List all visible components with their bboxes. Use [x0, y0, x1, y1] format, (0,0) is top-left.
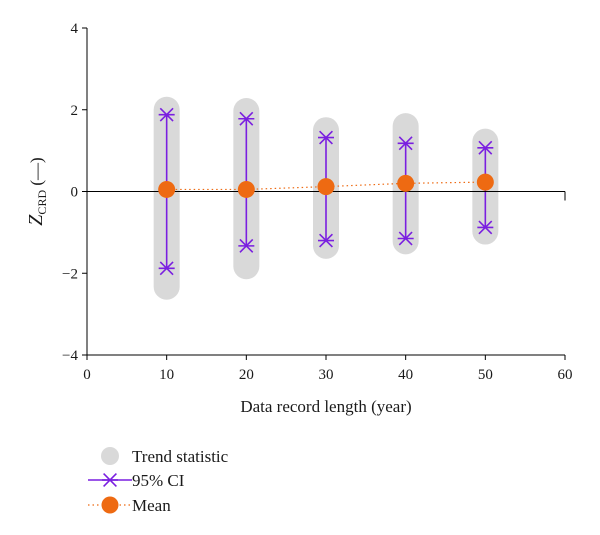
y-tick-label: −2	[62, 266, 78, 282]
x-tick-label: 0	[83, 367, 91, 383]
x-axis-title: Data record length (year)	[240, 397, 411, 416]
ci-lower-marker-40-d2	[398, 231, 413, 246]
x-tick-label: 10	[159, 367, 174, 383]
y-axis-title-main: Z	[25, 214, 47, 226]
legend-ci-marker	[102, 473, 118, 487]
y-axis-title-unit: (—)	[27, 157, 46, 190]
y-axis-title: ZCRD (—)	[25, 157, 49, 225]
mean-point-10	[158, 180, 176, 198]
plot-area	[153, 96, 499, 300]
ci-lower-marker-20-d2	[239, 238, 254, 253]
mean-line-layer	[166, 181, 486, 191]
ci-upper-marker-50-d2	[478, 140, 493, 155]
ci-upper-marker-20	[238, 111, 255, 126]
mean-point-30	[317, 178, 335, 196]
legend-trend-marker	[101, 447, 119, 465]
x-tick-label: 30	[319, 367, 334, 383]
ci-lower-marker-30-d2	[319, 233, 333, 248]
mean-point-40	[397, 174, 415, 192]
y-tick-label: 4	[71, 21, 79, 37]
ci-upper-marker-10-d2	[159, 107, 174, 122]
mean-point-50	[476, 173, 494, 191]
ci-lower-marker-10-d2	[159, 261, 174, 276]
legend-item-ci: 95% CI	[88, 471, 185, 490]
ci-lower-marker-10	[158, 261, 175, 276]
legend-label-mean: Mean	[132, 496, 171, 515]
x-tick-label: 20	[239, 367, 254, 383]
ci-upper-marker-10	[158, 107, 175, 122]
legend-item-trend-statistic: Trend statistic	[101, 447, 229, 466]
legend-item-mean: Mean	[88, 496, 171, 515]
legend-mean-marker	[101, 496, 119, 514]
ci-lower-marker-30	[318, 233, 334, 248]
y-tick-label: 2	[71, 103, 79, 119]
ci-lower-marker-50-d2	[478, 220, 493, 235]
mean-line	[166, 181, 486, 191]
x-tick-label: 50	[478, 367, 493, 383]
y-tick-label: 0	[71, 185, 79, 201]
ci-upper-marker-40	[397, 136, 414, 151]
ci-upper-marker-40-d2	[398, 136, 413, 151]
ci-upper-marker-20-d2	[239, 111, 254, 126]
legend-label-trend-statistic: Trend statistic	[132, 447, 229, 466]
ci-upper-marker-30-d2	[319, 130, 333, 145]
ci-lower-marker-50	[477, 220, 494, 235]
mean-point-20	[237, 180, 255, 198]
legend-ci-marker-d2	[103, 473, 117, 487]
legend-label-ci: 95% CI	[132, 471, 185, 490]
legend: Trend statistic 95% CI Mean	[88, 447, 229, 515]
ci-upper-marker-50	[477, 140, 494, 155]
x-tick-label: 60	[558, 367, 573, 383]
y-axis-title-sub: CRD	[35, 190, 49, 215]
ci-upper-marker-30	[318, 130, 334, 145]
y-tick-label: −4	[62, 348, 78, 364]
mean-layer	[158, 173, 494, 198]
ci-lower-marker-20	[238, 238, 255, 253]
x-tick-label: 40	[398, 367, 413, 383]
ci-lower-marker-40	[397, 231, 414, 246]
